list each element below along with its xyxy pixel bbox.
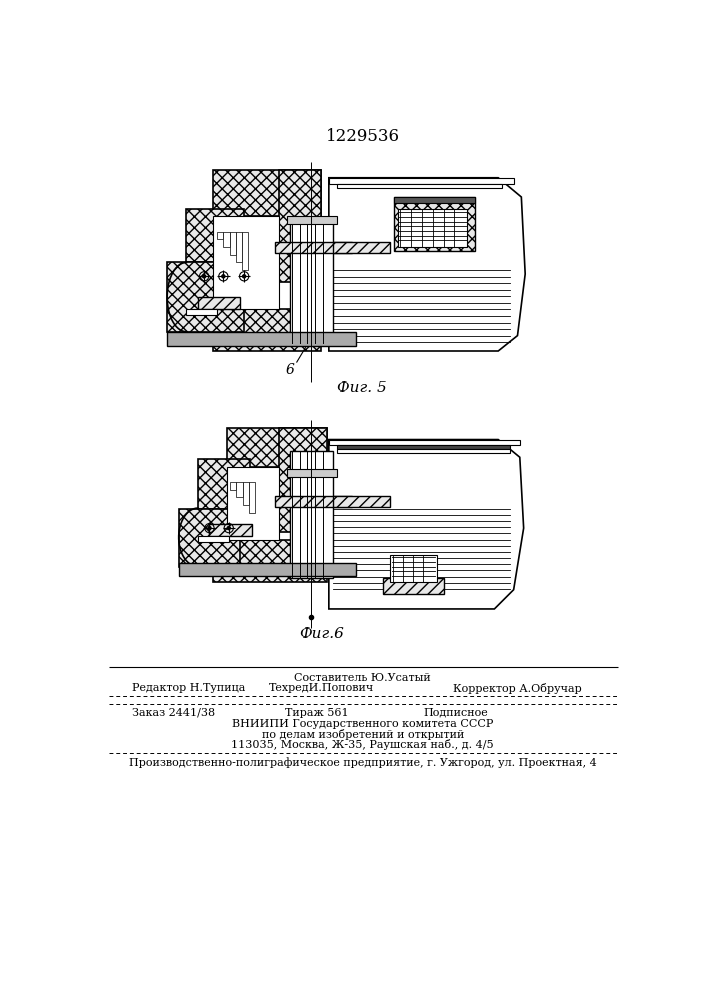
Bar [167,262,244,332]
Bar [398,209,467,247]
Polygon shape [329,440,524,609]
Bar [275,242,352,253]
Text: Редактор Н.Тупица: Редактор Н.Тупица [132,683,246,693]
Circle shape [243,275,246,278]
Text: Фиг. 5: Фиг. 5 [337,381,387,395]
Bar [187,209,244,262]
Bar [198,536,229,542]
Bar [287,469,337,477]
Text: Производственно-полиграфическое предприятие, г. Ужгород, ул. Проектная, 4: Производственно-полиграфическое предприя… [129,758,597,768]
Bar [337,449,510,453]
Bar [179,563,356,576]
Bar [227,466,279,540]
Bar [337,184,502,188]
Bar [198,297,240,309]
Bar [230,482,236,490]
Circle shape [227,527,230,530]
Bar [242,232,248,270]
Bar [390,555,437,582]
Text: 113035, Москва, Ж-35, Раушская наб., д. 4/5: 113035, Москва, Ж-35, Раушская наб., д. … [231,739,494,750]
Text: Составитель Ю.Усатый: Составитель Ю.Усатый [294,673,431,683]
Bar [382,578,444,594]
Bar [187,309,217,315]
Bar [227,428,327,466]
Bar [291,220,333,343]
Bar [279,428,327,532]
Bar [249,482,255,513]
Text: ТехредИ.Попович: ТехредИ.Попович [269,683,374,693]
Bar [291,451,333,578]
Circle shape [208,527,211,530]
Bar [395,197,475,203]
Text: ВНИИПИ Государственного комитета СССР: ВНИИПИ Государственного комитета СССР [232,719,493,729]
Bar [209,524,252,536]
Bar [214,170,321,216]
Bar [287,216,337,224]
Bar [179,509,240,567]
Text: Заказ 2441/38: Заказ 2441/38 [132,708,216,718]
Text: Подписное: Подписное [423,708,489,718]
Circle shape [222,275,225,278]
Bar [333,242,390,253]
Bar [223,232,230,247]
Bar [333,496,390,507]
Bar [243,482,249,505]
Text: Фиг.6: Фиг.6 [298,627,344,641]
Polygon shape [329,178,525,351]
Bar [217,232,223,239]
Text: 6: 6 [286,363,295,377]
Text: по делам изобретений и открытий: по делам изобретений и открытий [262,729,464,740]
Bar [395,197,475,251]
Bar [235,232,242,262]
Text: Корректор А.Обручар: Корректор А.Обручар [453,683,582,694]
Bar [214,540,327,582]
Bar [167,332,356,346]
Bar [337,445,510,449]
Text: 1229536: 1229536 [326,128,399,145]
Bar [279,170,321,282]
Bar [329,178,514,184]
Bar [214,309,321,351]
Bar [198,459,250,509]
Bar [329,440,520,445]
Bar [236,482,243,497]
Circle shape [203,275,206,278]
Text: Тираж 561: Тираж 561 [286,708,349,718]
Bar [214,216,279,309]
Bar [230,232,235,255]
Bar [275,496,352,507]
